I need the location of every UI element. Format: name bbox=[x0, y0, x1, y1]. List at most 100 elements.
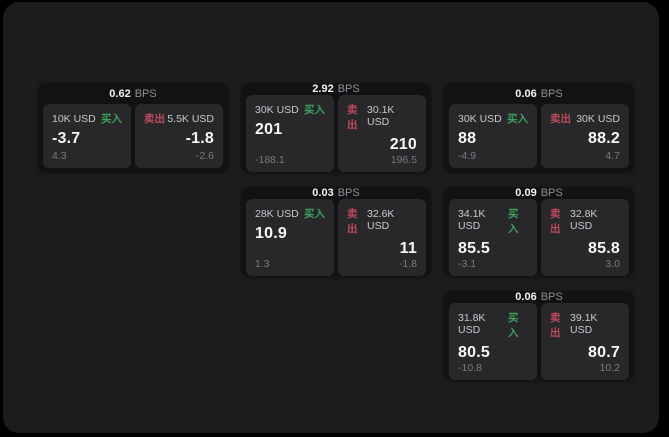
buy-amount: 28K USD bbox=[255, 208, 299, 220]
bps-header: 0.06 BPS bbox=[449, 291, 629, 303]
quote-body: 31.8K USD 买入 80.5 -10.8 卖出 39.1K USD 80.… bbox=[449, 303, 629, 380]
quote-card: 0.03 BPS 28K USD 买入 10.9 1.3 卖出 32.6K US… bbox=[241, 187, 431, 276]
buy-price: 10.9 bbox=[255, 225, 287, 242]
sell-tile-header: 卖出 32.6K USD bbox=[347, 206, 417, 236]
quote-body: 34.1K USD 买入 85.5 -3.1 卖出 32.8K USD 85.8… bbox=[449, 199, 629, 276]
bps-header: 0.09 BPS bbox=[449, 187, 629, 199]
buy-amount: 34.1K USD bbox=[458, 208, 486, 232]
bps-header: 0.03 BPS bbox=[246, 187, 426, 199]
sell-delta: 10.2 bbox=[599, 362, 620, 374]
buy-tile-header: 34.1K USD 买入 bbox=[458, 206, 528, 236]
sell-label: 卖出 bbox=[347, 208, 358, 235]
buy-label: 买入 bbox=[304, 208, 325, 220]
quote-card: 0.06 BPS 30K USD 买入 88 -4.9 卖出 30K USD 8… bbox=[444, 83, 634, 172]
sell-price: 80.7 bbox=[588, 344, 620, 361]
buy-quote-tile[interactable]: 10K USD 买入 -3.7 4.3 bbox=[43, 104, 131, 168]
sell-label: 卖出 bbox=[550, 312, 561, 339]
sell-label: 卖出 bbox=[347, 104, 358, 131]
sell-amount: 39.1K USD bbox=[569, 312, 598, 336]
buy-delta: -3.1 bbox=[458, 258, 477, 270]
sell-tile-header: 卖出 32.8K USD bbox=[550, 206, 620, 236]
buy-delta: -10.8 bbox=[458, 362, 482, 374]
sell-label: 卖出 bbox=[550, 113, 571, 125]
sell-price: -1.8 bbox=[185, 130, 214, 147]
sell-tile-header: 卖出 30K USD bbox=[550, 111, 620, 126]
buy-delta: 1.3 bbox=[255, 258, 270, 270]
bps-unit-label: BPS bbox=[540, 187, 563, 199]
sell-quote-tile[interactable]: 卖出 5.5K USD -1.8 -2.6 bbox=[135, 104, 223, 168]
sell-label: 卖出 bbox=[144, 113, 165, 125]
sell-amount: 32.8K USD bbox=[569, 208, 598, 232]
buy-tile-header: 30K USD 买入 bbox=[255, 102, 325, 117]
bps-value: 0.03 bbox=[312, 187, 334, 199]
sell-quote-tile[interactable]: 卖出 32.6K USD 11 -1.8 bbox=[338, 199, 426, 276]
buy-amount: 30K USD bbox=[255, 104, 299, 116]
sell-delta: 3.0 bbox=[605, 258, 620, 270]
quotes-panel: 0.62 BPS 10K USD 买入 -3.7 4.3 卖出 5.5K USD… bbox=[3, 2, 659, 433]
buy-price: 85.5 bbox=[458, 240, 490, 257]
quote-body: 28K USD 买入 10.9 1.3 卖出 32.6K USD 11 -1.8 bbox=[246, 199, 426, 276]
quote-card: 0.09 BPS 34.1K USD 买入 85.5 -3.1 卖出 32.8K… bbox=[444, 187, 634, 276]
sell-amount: 30.1K USD bbox=[366, 104, 395, 128]
sell-delta: -2.6 bbox=[195, 150, 214, 162]
sell-delta: -1.8 bbox=[398, 258, 417, 270]
quote-card: 0.62 BPS 10K USD 买入 -3.7 4.3 卖出 5.5K USD… bbox=[38, 83, 228, 172]
sell-quote-tile[interactable]: 卖出 39.1K USD 80.7 10.2 bbox=[541, 303, 629, 380]
buy-quote-tile[interactable]: 30K USD 买入 201 -188.1 bbox=[246, 95, 334, 172]
buy-label: 买入 bbox=[508, 208, 519, 235]
buy-amount: 31.8K USD bbox=[458, 312, 486, 336]
sell-price: 210 bbox=[389, 136, 417, 153]
sell-label: 卖出 bbox=[550, 208, 561, 235]
bps-header: 2.92 BPS bbox=[246, 83, 426, 95]
bps-unit-label: BPS bbox=[540, 291, 563, 303]
bps-unit-label: BPS bbox=[540, 87, 563, 100]
quote-body: 30K USD 买入 201 -188.1 卖出 30.1K USD 210 1… bbox=[246, 95, 426, 172]
buy-tile-header: 28K USD 买入 bbox=[255, 206, 325, 221]
quote-card: 2.92 BPS 30K USD 买入 201 -188.1 卖出 30.1K … bbox=[241, 83, 431, 172]
buy-quote-tile[interactable]: 28K USD 买入 10.9 1.3 bbox=[246, 199, 334, 276]
buy-delta: 4.3 bbox=[52, 150, 67, 162]
buy-tile-header: 30K USD 买入 bbox=[458, 111, 528, 126]
sell-price: 88.2 bbox=[588, 130, 620, 147]
sell-quote-tile[interactable]: 卖出 30.1K USD 210 196.5 bbox=[338, 95, 426, 172]
buy-amount: 30K USD bbox=[458, 113, 502, 125]
sell-price: 85.8 bbox=[588, 240, 620, 257]
bps-unit-label: BPS bbox=[337, 187, 360, 199]
buy-delta: -188.1 bbox=[255, 154, 285, 166]
sell-tile-header: 卖出 30.1K USD bbox=[347, 102, 417, 132]
sell-quote-tile[interactable]: 卖出 32.8K USD 85.8 3.0 bbox=[541, 199, 629, 276]
bps-value: 0.62 bbox=[109, 87, 131, 100]
sell-amount: 32.6K USD bbox=[366, 208, 395, 232]
buy-quote-tile[interactable]: 34.1K USD 买入 85.5 -3.1 bbox=[449, 199, 537, 276]
bps-unit-label: BPS bbox=[337, 83, 360, 95]
bps-unit-label: BPS bbox=[134, 87, 157, 100]
quote-body: 10K USD 买入 -3.7 4.3 卖出 5.5K USD -1.8 -2.… bbox=[43, 104, 223, 168]
quotes-grid: 0.62 BPS 10K USD 买入 -3.7 4.3 卖出 5.5K USD… bbox=[38, 83, 634, 380]
sell-quote-tile[interactable]: 卖出 30K USD 88.2 4.7 bbox=[541, 104, 629, 168]
sell-tile-header: 卖出 5.5K USD bbox=[144, 111, 214, 126]
buy-label: 买入 bbox=[101, 113, 122, 125]
sell-tile-header: 卖出 39.1K USD bbox=[550, 310, 620, 340]
bps-value: 0.06 bbox=[515, 291, 537, 303]
sell-delta: 4.7 bbox=[605, 150, 620, 162]
buy-tile-header: 10K USD 买入 bbox=[52, 111, 122, 126]
buy-delta: -4.9 bbox=[458, 150, 477, 162]
buy-price: -3.7 bbox=[52, 130, 81, 147]
bps-header: 0.62 BPS bbox=[43, 83, 223, 104]
bps-value: 2.92 bbox=[312, 83, 334, 95]
buy-quote-tile[interactable]: 30K USD 买入 88 -4.9 bbox=[449, 104, 537, 168]
quote-body: 30K USD 买入 88 -4.9 卖出 30K USD 88.2 4.7 bbox=[449, 104, 629, 168]
buy-price: 201 bbox=[255, 121, 283, 138]
sell-price: 11 bbox=[399, 240, 417, 257]
sell-amount: 30K USD bbox=[576, 113, 620, 125]
buy-quote-tile[interactable]: 31.8K USD 买入 80.5 -10.8 bbox=[449, 303, 537, 380]
buy-label: 买入 bbox=[507, 113, 528, 125]
buy-price: 80.5 bbox=[458, 344, 490, 361]
sell-delta: 196.5 bbox=[390, 154, 417, 166]
buy-tile-header: 31.8K USD 买入 bbox=[458, 310, 528, 340]
buy-label: 买入 bbox=[304, 104, 325, 116]
bps-value: 0.06 bbox=[515, 87, 537, 100]
sell-amount: 5.5K USD bbox=[167, 113, 214, 125]
buy-price: 88 bbox=[458, 130, 477, 147]
bps-value: 0.09 bbox=[515, 187, 537, 199]
